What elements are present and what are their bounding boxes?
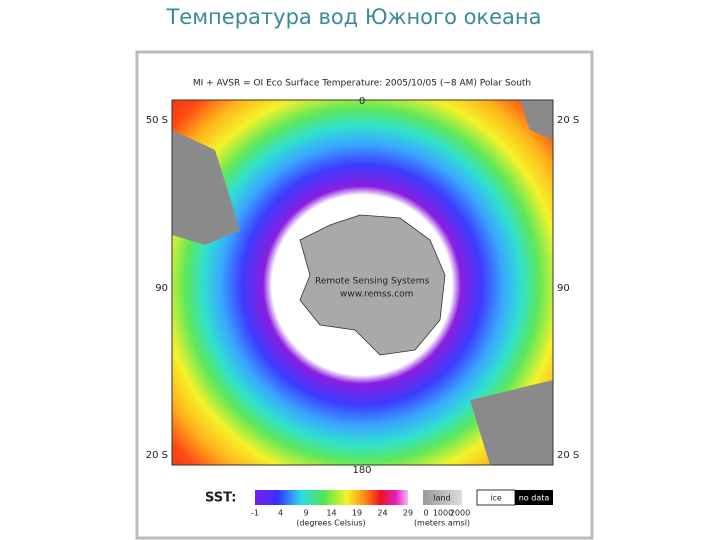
sst-tick-label: 19: [352, 509, 362, 518]
sst-map: [172, 100, 553, 465]
credit: www.remss.com: [340, 290, 413, 300]
credit: Remote Sensing Systems: [315, 277, 430, 287]
legend-unit: (degrees Celsius): [296, 519, 365, 528]
land-tick-label: 2000: [450, 509, 470, 518]
coord-label: 0: [359, 96, 365, 107]
legend-label: SST:: [205, 491, 237, 506]
coord-label: 20 S: [146, 450, 168, 461]
slide-title: Температура вод Южного океана: [165, 5, 541, 29]
land-tick-label: 0: [423, 509, 428, 518]
map-border: [171, 99, 554, 466]
sst-tick-label: -1: [251, 509, 259, 518]
legend-label: land: [433, 494, 450, 503]
coord-label: 20 S: [557, 115, 579, 126]
land-colorbar: [423, 490, 462, 505]
sst-tick-label: 4: [278, 509, 283, 518]
sst-tick-label: 29: [403, 509, 413, 518]
nodata-swatch: [515, 490, 553, 505]
sst-tick-label: 24: [377, 509, 387, 518]
sst-colorbar: [255, 490, 408, 505]
coord-label: 90: [155, 283, 168, 294]
coord-label: 50 S: [146, 115, 168, 126]
coord-label: 180: [352, 465, 371, 476]
legend-label: no data: [519, 494, 550, 503]
legend-unit: (meters amsl): [414, 519, 470, 528]
legend-label: ice: [490, 494, 502, 503]
land-tick-label: 1000: [433, 509, 453, 518]
coord-label: 20 S: [557, 450, 579, 461]
sst-tick-label: 9: [303, 509, 308, 518]
sst-tick-label: 14: [326, 509, 336, 518]
map-title: MI + AVSR = OI Eco Surface Temperature: …: [193, 79, 531, 89]
coord-label: 90: [557, 283, 570, 294]
